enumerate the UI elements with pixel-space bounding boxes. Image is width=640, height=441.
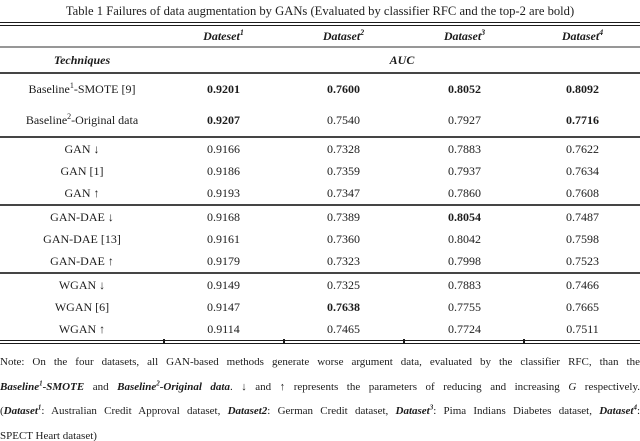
value-cell: 0.8052	[448, 82, 481, 96]
column-tick	[283, 339, 285, 344]
table-row: GAN-DAE ↓ 0.9168 0.7389 0.8054 0.7487	[0, 204, 640, 228]
table-row: GAN-DAE ↑ 0.9179 0.7323 0.7998 0.7523	[0, 250, 640, 273]
technique-cell: GAN ↓	[0, 136, 164, 160]
value-cell: 0.7359	[327, 163, 360, 178]
dataset-header-row: Dateset1 Dataset2 Dataset3 Dataset4	[0, 24, 640, 48]
note-line-2: Baseline1-SMOTE and Baseline2-Original d…	[0, 378, 640, 393]
empty-header-cell	[0, 24, 164, 48]
note-line-4: SPECT Heart dataset)	[0, 429, 97, 441]
value-cell: 0.7927	[448, 113, 481, 127]
value-cell: 0.9207	[207, 113, 240, 127]
value-cell: 0.9166	[164, 136, 283, 160]
value-cell: 0.7466	[525, 272, 640, 296]
value-cell: 0.7389	[283, 204, 404, 228]
value-cell: 0.7487	[525, 204, 640, 228]
technique-cell: GAN [1]	[60, 163, 104, 178]
table-row: GAN ↓ 0.9166 0.7328 0.7883 0.7622	[0, 136, 640, 160]
value-cell: 0.7608	[566, 185, 599, 200]
column-tick	[523, 339, 525, 344]
technique-cell: GAN ↑	[64, 185, 100, 200]
table-row: Baseline2-Original data 0.9207 0.7540 0.792…	[0, 105, 640, 137]
techniques-header-row: Techniques AUC	[0, 47, 640, 74]
value-cell: 0.7998	[448, 253, 481, 268]
column-tick	[403, 339, 405, 344]
value-cell: 0.9149	[164, 272, 283, 296]
technique-cell: WGAN [6]	[54, 299, 110, 314]
dataset2-header: Dataset2	[283, 24, 404, 48]
value-cell: 0.9179	[207, 253, 240, 268]
value-cell: 0.7325	[283, 272, 404, 296]
value-cell: 0.7511	[566, 321, 599, 336]
table-row: Baseline1-SMOTE [9] 0.9201 0.7600 0.8052 0.8…	[0, 73, 640, 105]
value-cell: 0.8092	[566, 82, 599, 96]
auc-header: AUC	[164, 47, 640, 74]
value-cell: 0.9114	[207, 321, 240, 336]
note-line-3: (Dataset1: Australian Credit Approval da…	[0, 403, 640, 417]
techniques-header: Techniques	[0, 47, 164, 74]
value-cell: 0.7716	[566, 113, 599, 127]
results-table: Dateset1 Dataset2 Dataset3 Dataset4 Tech…	[0, 22, 640, 344]
value-cell: 0.9186	[207, 163, 240, 178]
dataset3-header: Dataset3	[404, 24, 525, 48]
technique-cell: WGAN ↑	[58, 321, 106, 336]
value-cell: 0.9193	[207, 185, 240, 200]
technique-cell: WGAN ↓	[0, 272, 164, 296]
value-cell: 0.7323	[327, 253, 360, 268]
value-cell: 0.8042	[448, 231, 481, 246]
table-row: WGAN ↓ 0.9149 0.7325 0.7883 0.7466	[0, 272, 640, 296]
value-cell: 0.7347	[327, 185, 360, 200]
value-cell: 0.7540	[327, 113, 360, 127]
dataset1-header: Dateset1	[164, 24, 283, 48]
value-cell: 0.7634	[566, 163, 599, 178]
value-cell: 0.7665	[566, 299, 599, 314]
value-cell: 0.9168	[164, 204, 283, 228]
value-cell: 0.7883	[404, 136, 525, 160]
value-cell: 0.7328	[283, 136, 404, 160]
table-row: WGAN ↑ 0.9114 0.7465 0.7724 0.7511	[0, 318, 640, 342]
table-row: GAN ↑ 0.9193 0.7347 0.7860 0.7608	[0, 182, 640, 205]
technique-cell: GAN-DAE ↑	[50, 253, 114, 268]
value-cell: 0.7465	[327, 321, 360, 336]
value-cell: 0.8054	[404, 204, 525, 228]
table-row: GAN-DAE [13] 0.9161 0.7360 0.8042 0.7598	[0, 228, 640, 250]
technique-cell: Baseline2-Original data	[25, 112, 139, 128]
table-caption: Table 1 Failures of data augmentation by…	[65, 4, 575, 18]
technique-cell: GAN-DAE [13]	[43, 231, 121, 246]
table-body: Baseline1-SMOTE [9] 0.9201 0.7600 0.8052 0.8…	[0, 73, 640, 342]
value-cell: 0.9201	[207, 82, 240, 96]
value-cell: 0.7523	[566, 253, 599, 268]
value-cell: 0.7883	[404, 272, 525, 296]
table-row: WGAN [6] 0.9147 0.7638 0.7755 0.7665	[0, 296, 640, 318]
value-cell: 0.7598	[566, 231, 599, 246]
value-cell: 0.7638	[327, 299, 360, 314]
value-cell: 0.7360	[327, 231, 360, 246]
value-cell: 0.7755	[448, 299, 481, 314]
value-cell: 0.7724	[448, 321, 481, 336]
dataset4-header: Dataset4	[525, 24, 640, 48]
value-cell: 0.7937	[448, 163, 481, 178]
technique-cell: Baseline1-SMOTE [9]	[28, 81, 136, 97]
notes: Note: On the four datasets, all GAN-base…	[0, 344, 640, 441]
note-line-1: Note: On the four datasets, all GAN-base…	[0, 356, 640, 368]
value-cell: 0.9147	[207, 299, 240, 314]
value-cell: 0.7860	[448, 185, 481, 200]
value-cell: 0.7622	[525, 136, 640, 160]
table-row: GAN [1] 0.9186 0.7359 0.7937 0.7634	[0, 160, 640, 182]
technique-cell: GAN-DAE ↓	[0, 204, 164, 228]
value-cell: 0.7600	[327, 82, 360, 96]
column-tick	[163, 339, 165, 344]
value-cell: 0.9161	[207, 231, 240, 246]
